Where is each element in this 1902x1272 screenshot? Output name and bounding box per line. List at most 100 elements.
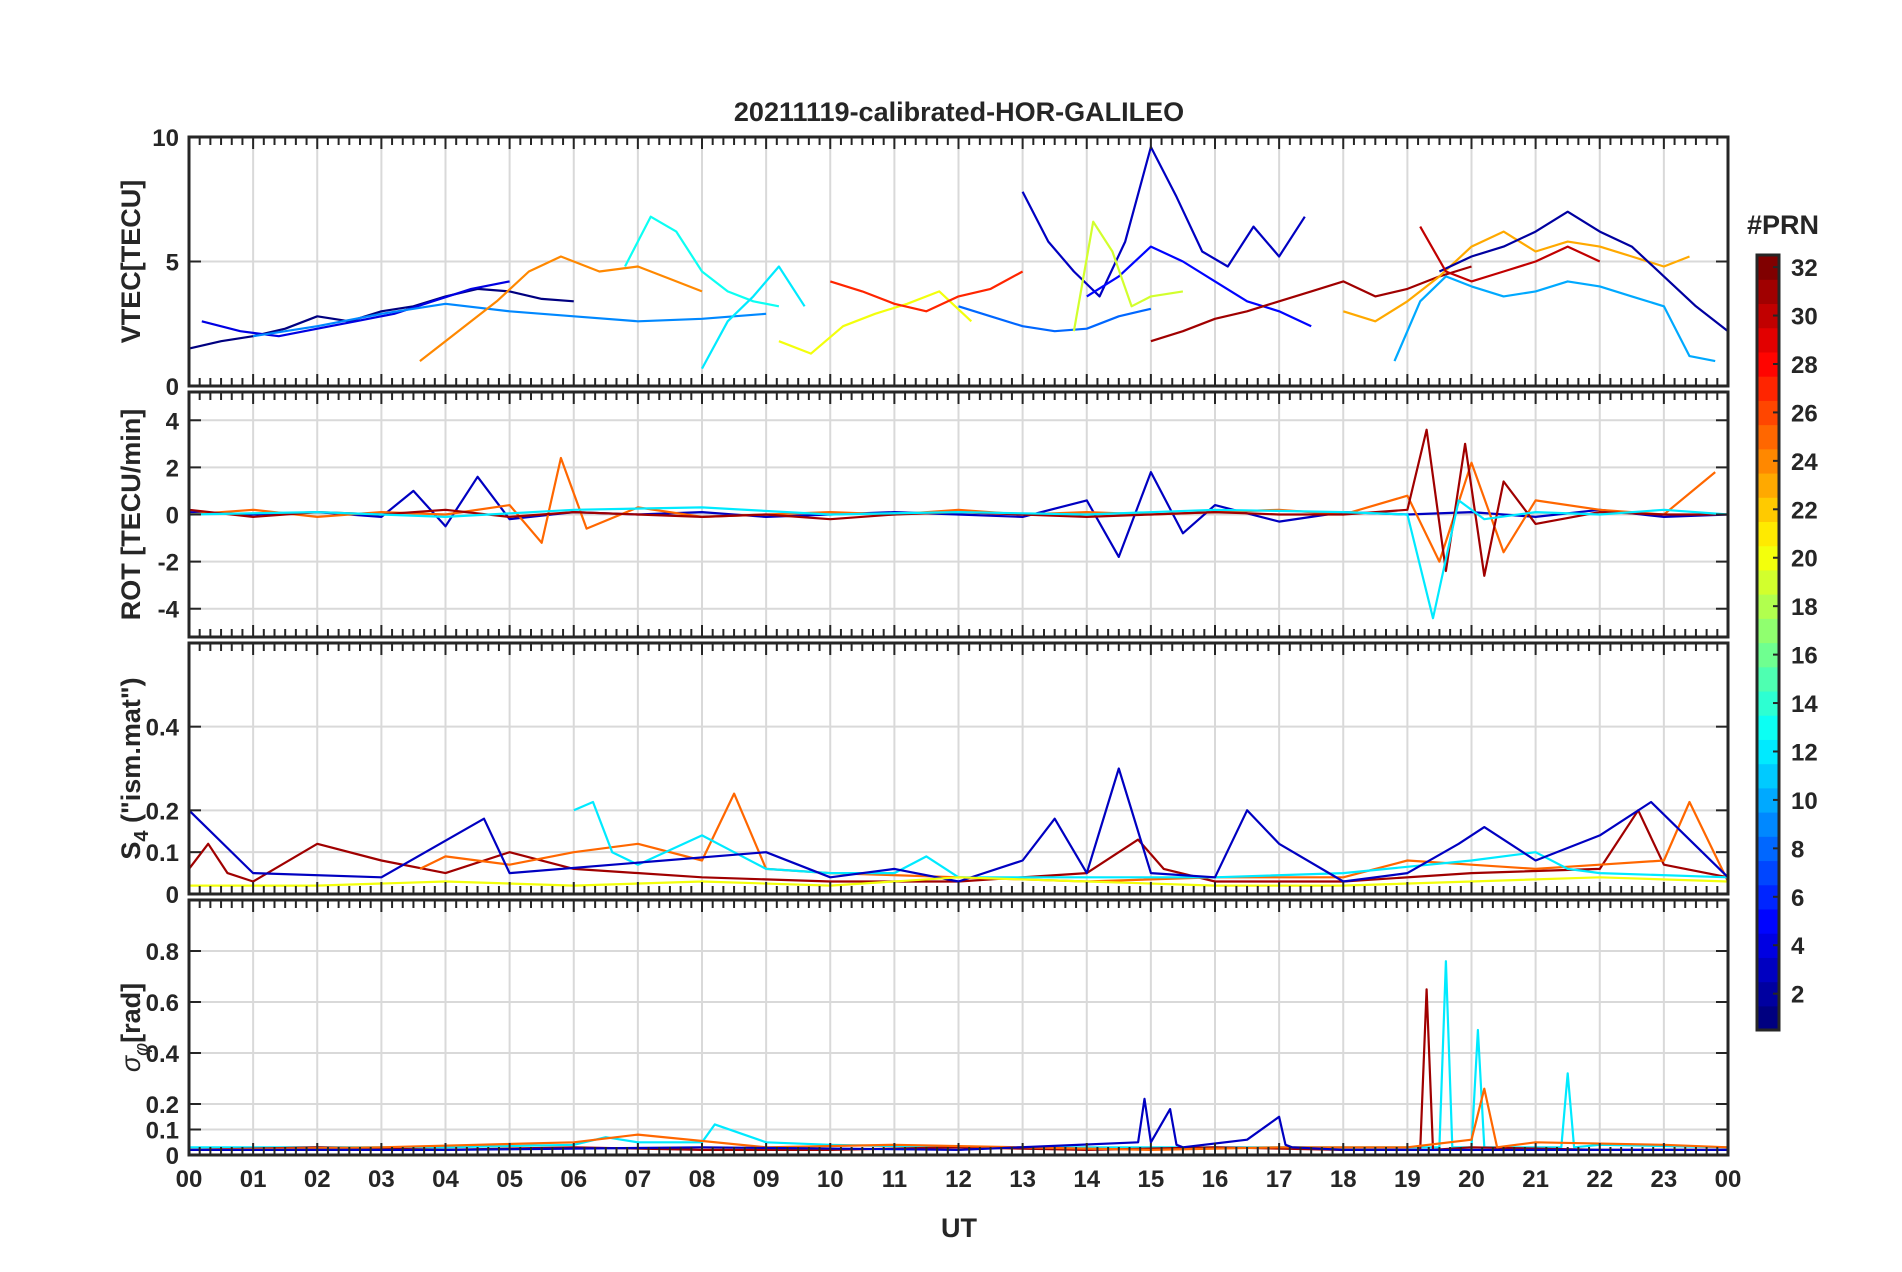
x-tick-label: 02 [304, 1166, 331, 1193]
y-tick-label: 0.2 [146, 1092, 179, 1119]
x-tick-label: 20 [1458, 1166, 1485, 1193]
colorbar-segment [1757, 1005, 1779, 1031]
x-tick-label: 13 [1009, 1166, 1036, 1193]
y-tick-label: -2 [158, 550, 179, 577]
y-axis-label-symbol: S [116, 842, 146, 860]
colorbar-tick-label: 16 [1791, 643, 1818, 670]
vtec-panel: 0 5 10 VTEC[TECU] [116, 125, 1730, 401]
series-prn-12 [188, 499, 1729, 620]
colorbar-frame [1755, 253, 1781, 1032]
colorbar-segment [1757, 836, 1779, 862]
colorbar-tick-label: 10 [1791, 788, 1818, 815]
colorbar-tick-label: 30 [1791, 304, 1818, 331]
y-tick-label: -4 [158, 597, 180, 624]
colorbar-segment [1757, 666, 1779, 692]
colorbar-tick-label: 2 [1791, 982, 1804, 1009]
colorbar-segment [1757, 933, 1779, 958]
series-prn-13 [624, 215, 780, 308]
x-axis-label: UT [941, 1213, 977, 1243]
x-tick-label: 09 [753, 1166, 780, 1193]
colorbar-segment [1757, 981, 1779, 1007]
x-tick-label: 11 [882, 1166, 907, 1193]
colorbar-segment [1757, 812, 1779, 837]
y-tick-label: 0.4 [146, 1041, 180, 1068]
y-tick-label: 0 [166, 882, 179, 909]
colorbar-tick-label: 6 [1791, 885, 1804, 912]
colorbar-tick-label: 26 [1791, 400, 1818, 427]
x-tick-label: 08 [689, 1166, 716, 1193]
s4-panel: 00.10.20.4S4 ("ism.mat") [116, 641, 1730, 909]
x-tick-label: 17 [1266, 1166, 1293, 1193]
y-tick-label: 0.8 [146, 939, 179, 966]
axes-frame [187, 898, 1730, 1157]
colorbar-segment [1757, 569, 1779, 595]
y-axis-label: ROT [TECU/min] [116, 409, 146, 620]
colorbar-segment [1757, 884, 1779, 910]
series-prn-20 [778, 290, 973, 355]
y-axis-label-text: [rad] [116, 983, 146, 1043]
x-tick-label: 22 [1586, 1166, 1613, 1193]
series-prn-12 [573, 800, 1729, 879]
rot-panel: -4 -2 0 2 4 ROT [TECU/min] [116, 390, 1730, 639]
colorbar-segment [1757, 908, 1779, 934]
x-tick-label: 00 [1715, 1166, 1742, 1193]
y-tick-label: 0.4 [146, 715, 180, 742]
colorbar-tick-label: 20 [1791, 546, 1818, 573]
colorbar-segment [1757, 690, 1779, 716]
colorbar-tick-label: 18 [1791, 594, 1818, 621]
y-tick-label: 0.6 [146, 990, 179, 1017]
y-tick-label: 0.1 [146, 840, 179, 867]
series-prn-27 [829, 270, 1024, 313]
sigma-phi-panel: 00.10.2 0.4 0.6 0.8 σφ[rad] 00 01 02 03 04 05 06 07 0… [116, 898, 1742, 1193]
x-tick-label: 03 [368, 1166, 395, 1193]
x-tick-label: 01 [240, 1166, 267, 1193]
series-prn-5 [1086, 245, 1312, 328]
colorbar-segment [1757, 351, 1779, 377]
colorbar-segment [1757, 787, 1779, 813]
colorbar-tick-label: 24 [1791, 449, 1818, 476]
x-tick-label: 15 [1138, 1166, 1165, 1193]
colorbar-tick-label: 28 [1791, 352, 1818, 379]
colorbar-segment [1757, 521, 1779, 547]
axes-frame [187, 135, 1730, 388]
colorbar-segment [1757, 327, 1779, 353]
colorbar-tick-label: 14 [1791, 691, 1818, 718]
x-tick-label: 05 [496, 1166, 523, 1193]
series-prn-8 [958, 305, 1152, 333]
y-tick-label: 4 [166, 408, 180, 435]
y-axis-label-text: ("ism.mat") [116, 677, 146, 830]
x-tick-label: 00 [176, 1166, 203, 1193]
series-prn-4 [201, 280, 510, 338]
x-tick-label: 10 [817, 1166, 844, 1193]
series-prn-24 [419, 255, 703, 362]
colorbar-tick-label: 4 [1791, 933, 1805, 960]
series-prn-31 [1150, 265, 1472, 343]
y-tick-label: 0.1 [146, 1118, 179, 1145]
colorbar-segment [1757, 279, 1779, 305]
y-tick-label: 0 [166, 374, 179, 401]
colorbar-segment [1757, 448, 1779, 474]
colorbar-segment [1757, 303, 1779, 329]
x-tick-label: 06 [560, 1166, 587, 1193]
series-prn-12 [701, 265, 806, 370]
x-tick-label: 14 [1073, 1166, 1100, 1193]
y-axis-label-subscript: φ [131, 1043, 153, 1056]
series-prn-25 [188, 456, 1716, 563]
colorbar-tick-label: 22 [1791, 497, 1818, 524]
y-axis-label: σφ[rad] [116, 983, 153, 1072]
y-tick-label: 0 [166, 503, 179, 530]
colorbar-segment [1757, 957, 1779, 983]
y-tick-label: 0.2 [146, 798, 179, 825]
colorbar-segment [1757, 472, 1779, 498]
colorbar-segment [1757, 376, 1779, 401]
colorbar-segment [1757, 860, 1779, 886]
series-prn-9 [252, 302, 767, 338]
y-tick-label: 0 [166, 1143, 179, 1170]
colorbar-segment [1757, 594, 1779, 619]
figure-title: 20211119-calibrated-HOR-GALILEO [734, 97, 1184, 127]
y-tick-label: 10 [152, 125, 179, 152]
x-tick-label: 16 [1202, 1166, 1229, 1193]
